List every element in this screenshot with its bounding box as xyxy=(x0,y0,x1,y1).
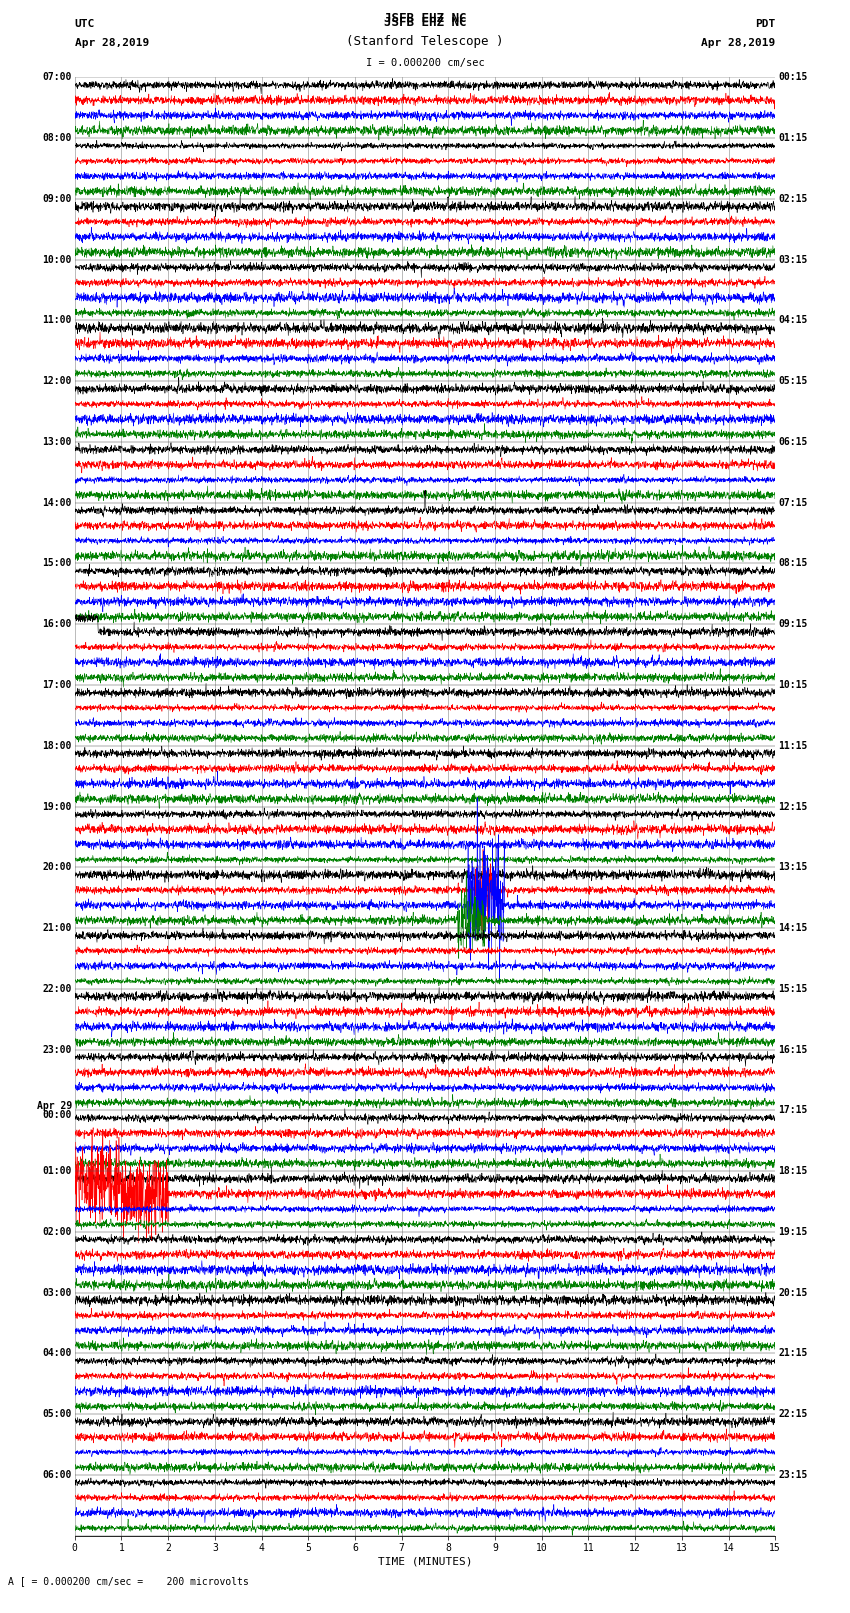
Text: 11:15: 11:15 xyxy=(778,740,807,750)
Text: 03:00: 03:00 xyxy=(42,1287,72,1297)
Text: 12:00: 12:00 xyxy=(42,376,72,386)
Text: 18:00: 18:00 xyxy=(42,740,72,750)
Text: 01:00: 01:00 xyxy=(42,1166,72,1176)
Text: 09:00: 09:00 xyxy=(42,194,72,203)
Text: 05:15: 05:15 xyxy=(778,376,807,386)
Text: UTC: UTC xyxy=(75,19,95,29)
X-axis label: TIME (MINUTES): TIME (MINUTES) xyxy=(377,1557,473,1566)
Text: 16:15: 16:15 xyxy=(778,1045,807,1055)
Text: 19:00: 19:00 xyxy=(42,802,72,811)
Text: 11:00: 11:00 xyxy=(42,316,72,326)
Text: 07:15: 07:15 xyxy=(778,498,807,508)
Text: 09:15: 09:15 xyxy=(778,619,807,629)
Text: 14:15: 14:15 xyxy=(778,923,807,932)
Text: 22:15: 22:15 xyxy=(778,1410,807,1419)
Text: 21:15: 21:15 xyxy=(778,1348,807,1358)
Text: 21:00: 21:00 xyxy=(42,923,72,932)
Text: 14:00: 14:00 xyxy=(42,498,72,508)
Text: 03:15: 03:15 xyxy=(778,255,807,265)
Text: JSFB EHZ NC: JSFB EHZ NC xyxy=(383,11,467,24)
Text: 18:15: 18:15 xyxy=(778,1166,807,1176)
Text: 06:00: 06:00 xyxy=(42,1469,72,1479)
Text: 10:15: 10:15 xyxy=(778,681,807,690)
Text: PDT: PDT xyxy=(755,19,775,29)
Text: 12:15: 12:15 xyxy=(778,802,807,811)
Text: 02:00: 02:00 xyxy=(42,1227,72,1237)
Text: 20:00: 20:00 xyxy=(42,863,72,873)
Text: 16:00: 16:00 xyxy=(42,619,72,629)
Text: 08:15: 08:15 xyxy=(778,558,807,568)
Text: 01:15: 01:15 xyxy=(778,134,807,144)
Text: Apr 28,2019: Apr 28,2019 xyxy=(701,39,775,48)
Text: 05:00: 05:00 xyxy=(42,1410,72,1419)
Text: 08:00: 08:00 xyxy=(42,134,72,144)
Text: 07:00: 07:00 xyxy=(42,73,72,82)
Text: 17:00: 17:00 xyxy=(42,681,72,690)
Text: 23:00: 23:00 xyxy=(42,1045,72,1055)
Text: 13:15: 13:15 xyxy=(778,863,807,873)
Text: 04:15: 04:15 xyxy=(778,316,807,326)
Text: 17:15: 17:15 xyxy=(778,1105,807,1115)
Text: 19:15: 19:15 xyxy=(778,1227,807,1237)
Text: 02:15: 02:15 xyxy=(778,194,807,203)
Text: 10:00: 10:00 xyxy=(42,255,72,265)
Text: Apr 29
00:00: Apr 29 00:00 xyxy=(37,1100,72,1119)
Text: JSFB EHZ NC: JSFB EHZ NC xyxy=(383,16,467,29)
Text: 13:00: 13:00 xyxy=(42,437,72,447)
Text: 04:00: 04:00 xyxy=(42,1348,72,1358)
Text: I = 0.000200 cm/sec: I = 0.000200 cm/sec xyxy=(366,58,484,68)
Text: 00:15: 00:15 xyxy=(778,73,807,82)
Text: 15:15: 15:15 xyxy=(778,984,807,994)
Text: 20:15: 20:15 xyxy=(778,1287,807,1297)
Text: 23:15: 23:15 xyxy=(778,1469,807,1479)
Text: 22:00: 22:00 xyxy=(42,984,72,994)
Text: (Stanford Telescope ): (Stanford Telescope ) xyxy=(346,35,504,48)
Text: A [ = 0.000200 cm/sec =    200 microvolts: A [ = 0.000200 cm/sec = 200 microvolts xyxy=(8,1576,249,1586)
Text: 06:15: 06:15 xyxy=(778,437,807,447)
Text: Apr 28,2019: Apr 28,2019 xyxy=(75,39,149,48)
Text: 15:00: 15:00 xyxy=(42,558,72,568)
